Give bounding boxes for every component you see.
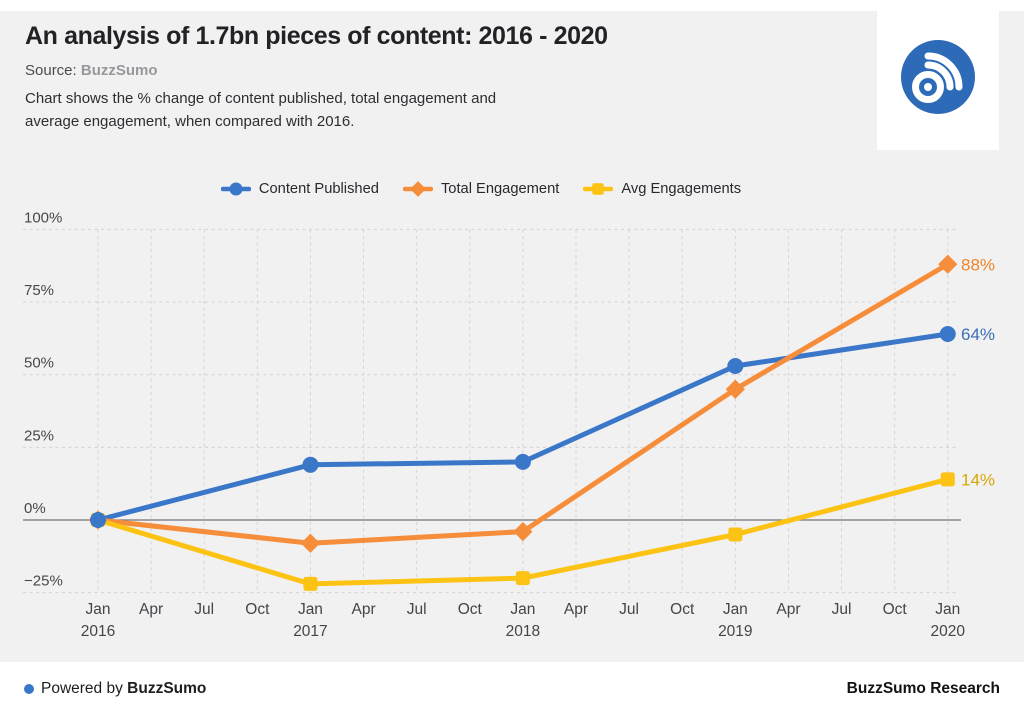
footer-bar: Powered by BuzzSumo BuzzSumo Research: [0, 662, 1024, 715]
data-point-avg-engagements: [940, 472, 955, 487]
top-border-strip: [0, 0, 1024, 11]
x-axis-tick-label: Jan: [298, 601, 323, 618]
logo-card: [877, 0, 999, 150]
data-point-avg-engagements: [515, 571, 530, 586]
value-label-avg-engagements: 14%: [961, 470, 995, 489]
x-axis-year-label: 2019: [718, 623, 752, 640]
data-point-avg-engagements: [728, 527, 743, 542]
y-axis-tick-label: 0%: [24, 500, 46, 517]
x-axis-year-label: 2016: [81, 623, 115, 640]
source-label: Source:: [25, 62, 77, 79]
x-axis-tick-label: Jul: [194, 601, 214, 618]
data-point-avg-engagements: [303, 576, 318, 591]
x-axis-tick-label: Jul: [407, 601, 427, 618]
blue-dot-icon: [24, 683, 34, 694]
legend-label: Content Published: [258, 181, 379, 197]
square-marker-icon: [583, 183, 614, 195]
circle-marker-icon: [220, 182, 251, 196]
x-axis-tick-label: Apr: [351, 601, 375, 618]
legend-label: Total Engagement: [440, 181, 560, 197]
x-axis-tick-label: Jan: [935, 601, 960, 618]
y-axis-tick-label: 50%: [24, 355, 54, 372]
footer-attribution: BuzzSumo Research: [846, 679, 1000, 697]
x-axis-tick-label: Jan: [86, 601, 111, 618]
powered-by-brand: BuzzSumo: [127, 679, 207, 697]
diamond-marker-icon: [402, 181, 433, 197]
x-axis-tick-label: Jul: [619, 601, 639, 618]
value-label-total-engagement: 88%: [961, 255, 995, 274]
data-point-content-published: [939, 326, 956, 343]
legend-item-avg-engagements: Avg Engagements: [583, 181, 741, 197]
x-axis-tick-label: Oct: [458, 601, 483, 618]
data-point-content-published: [514, 453, 531, 470]
series-line-total-engagement: [95, 261, 951, 546]
source-link[interactable]: BuzzSumo: [80, 62, 158, 79]
chart-header: An analysis of 1.7bn pieces of content: …: [25, 22, 855, 133]
legend-label: Avg Engagements: [621, 181, 742, 197]
x-axis-tick-label: Oct: [670, 601, 695, 618]
legend-item-content-published: Content Published: [220, 181, 379, 197]
x-axis-year-label: 2020: [931, 623, 966, 640]
source-line: Source: BuzzSumo: [25, 62, 855, 79]
line-chart: 100% 75% 50% 25% 0% −25% Jan 2016 Apr Jul Oct Jan 20…: [23, 209, 995, 640]
page-title: An analysis of 1.7bn pieces of content: …: [25, 22, 608, 50]
y-axis-tick-label: 75%: [24, 282, 54, 299]
chart-description: Chart shows the % change of content publ…: [25, 90, 497, 130]
y-axis-tick-label: 25%: [24, 427, 54, 444]
x-axis-tick-label: Jan: [723, 601, 748, 618]
y-axis-tick-label: −25%: [24, 573, 63, 590]
powered-by-text: Powered by BuzzSumo: [41, 679, 207, 697]
x-axis-tick-label: Jul: [832, 601, 852, 618]
x-axis-tick-label: Jan: [510, 601, 535, 618]
x-axis-year-label: 2017: [293, 623, 327, 640]
x-axis-tick-label: Oct: [245, 601, 270, 618]
buzzsumo-broadcast-icon: [901, 40, 975, 114]
value-label-content-published: 64%: [961, 325, 995, 344]
x-axis-tick-label: Apr: [776, 601, 800, 618]
powered-by: Powered by BuzzSumo: [24, 680, 206, 698]
chart-legend: Content Published Total Engagement Avg Eng…: [0, 181, 962, 197]
data-point-content-published: [727, 357, 744, 374]
x-axis-year-label: 2018: [506, 623, 540, 640]
x-axis-tick-label: Apr: [564, 601, 588, 618]
legend-item-total-engagement: Total Engagement: [402, 181, 560, 197]
data-point-content-published: [302, 456, 319, 473]
x-axis-tick-label: Oct: [883, 601, 908, 618]
x-axis-tick-label: Apr: [139, 601, 163, 618]
data-point-total-engagement: [300, 533, 321, 553]
data-point-content-published: [90, 512, 106, 528]
y-axis-tick-label: 100%: [24, 209, 62, 226]
